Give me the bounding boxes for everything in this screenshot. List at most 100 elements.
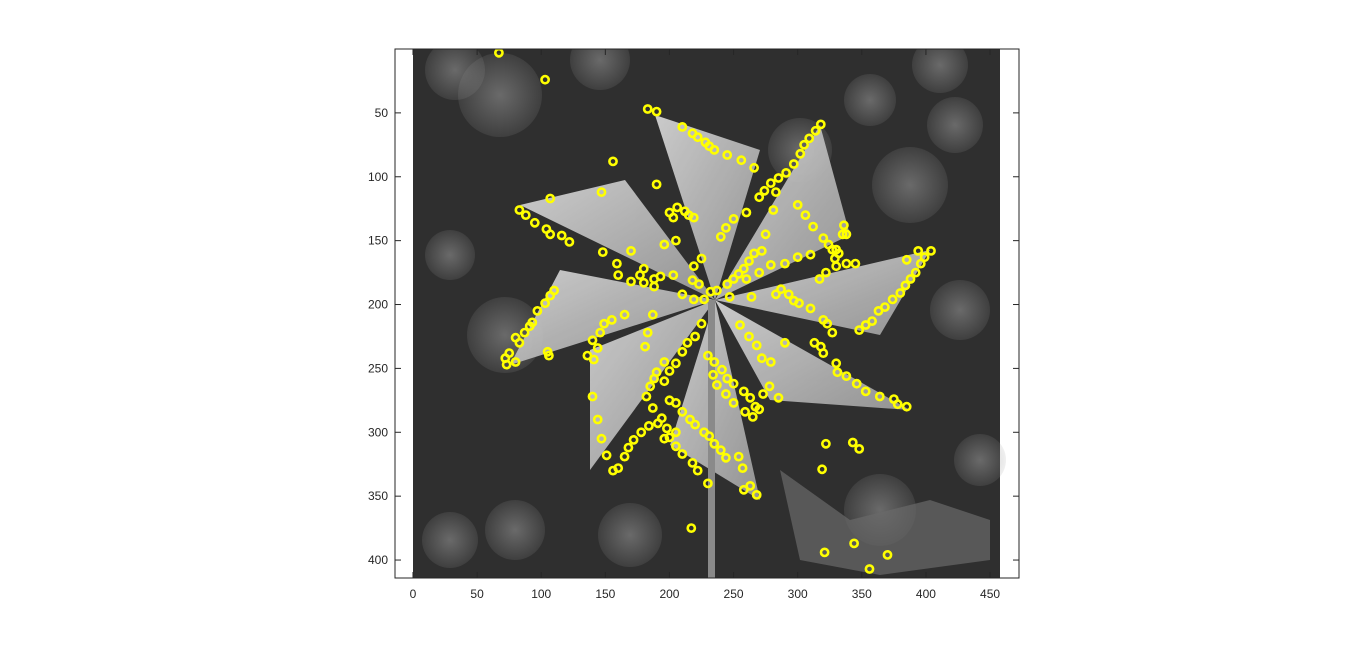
keypoint-marker (851, 378, 862, 389)
keypoint-marker (804, 133, 815, 144)
keypoint-marker (754, 192, 765, 203)
keypoint-marker (795, 148, 806, 159)
keypoint-marker (626, 276, 636, 287)
keypoint-marker (715, 231, 726, 242)
keypoint-marker (733, 268, 744, 279)
keypoint-marker (810, 125, 821, 136)
keypoint-marker (788, 159, 799, 169)
keypoint-marker (608, 156, 618, 167)
keypoint-marker (659, 239, 670, 250)
keypoint-marker (773, 173, 784, 183)
keypoint-marker (794, 298, 804, 309)
keypoint-marker (599, 318, 609, 329)
keypoint-marker (721, 222, 731, 233)
keypoint-marker (764, 381, 775, 392)
keypoint-marker (709, 144, 720, 155)
keypoint-marker (682, 337, 693, 348)
keypoint-marker (847, 437, 858, 448)
keypoint-marker (532, 305, 543, 316)
keypoint-marker (895, 288, 906, 298)
keypoint-marker (664, 366, 675, 376)
keypoint-marker (832, 367, 843, 378)
keypoint-marker (754, 267, 765, 278)
keypoint-marker (818, 348, 829, 358)
y-tick-label: 400 (368, 553, 388, 567)
keypoint-marker (756, 353, 767, 364)
keypoint-marker (592, 414, 603, 425)
keypoint-marker (849, 538, 859, 549)
keypoint-marker (613, 463, 624, 473)
keypoint-marker (892, 399, 903, 410)
keypoint-marker (818, 233, 829, 243)
keypoint-marker (771, 187, 781, 197)
keypoint-marker (759, 185, 770, 196)
keypoint-marker (649, 373, 659, 384)
keypoint-marker (822, 318, 833, 329)
y-axis: 50 100 150 200 250 300 350 400 (368, 106, 1019, 567)
keypoint-marker (688, 212, 699, 223)
keypoint-marker (831, 358, 842, 369)
keypoint-marker (699, 294, 709, 305)
keypoint-marker (854, 325, 865, 335)
keypoint-marker (738, 484, 749, 495)
keypoint-marker (747, 411, 758, 422)
keypoint-marker (662, 423, 672, 434)
keypoint-marker (821, 267, 831, 278)
keypoint-marker (819, 547, 830, 558)
keypoint-marker (677, 346, 688, 357)
keypoint-marker (874, 391, 885, 402)
x-tick-label: 450 (980, 587, 1000, 601)
keypoint-marker (771, 289, 781, 300)
keypoint-marker (601, 450, 612, 461)
keypoint-marker (768, 205, 779, 215)
keypoint-marker (649, 281, 659, 292)
keypoint-marker (760, 229, 771, 240)
keypoint-marker (749, 248, 759, 259)
keypoint-marker (738, 386, 749, 397)
keypoint-marker (741, 274, 752, 284)
keypoint-marker (749, 162, 759, 173)
keypoint-marker (514, 337, 525, 348)
keypoint-marker (717, 364, 727, 375)
keypoint-marker (545, 290, 556, 301)
keypoint-marker (644, 420, 654, 431)
keypoint-marker (671, 397, 681, 408)
keypoint-marker (672, 202, 683, 213)
keypoint-marker (688, 294, 699, 305)
y-tick-label: 50 (375, 106, 389, 120)
keypoint-marker (653, 418, 663, 429)
keypoint-marker (744, 256, 754, 266)
keypoint-marker (544, 350, 554, 361)
keypoint-marker (722, 150, 733, 160)
keypoint-marker (873, 305, 884, 316)
keypoint-marker (606, 314, 617, 325)
keypoint-marker (696, 318, 707, 329)
keypoint-marker (595, 327, 606, 338)
keypoint-marker (690, 419, 700, 430)
keypoint-marker (520, 210, 531, 220)
keypoint-marker (758, 389, 768, 399)
keypoint-marker (664, 432, 675, 443)
keypoint-marker (671, 358, 681, 369)
keypoint-marker (850, 258, 861, 269)
x-tick-label: 200 (659, 587, 679, 601)
keypoint-marker (524, 321, 535, 332)
keypoint-marker (715, 445, 726, 456)
keypoint-marker (780, 337, 790, 348)
keypoint-marker (540, 298, 550, 309)
y-tick-label: 250 (368, 361, 388, 375)
keypoint-marker (841, 229, 852, 240)
keypoint-marker (712, 380, 722, 390)
keypoint-marker (613, 270, 624, 280)
keypoint-marker (619, 451, 630, 462)
keypoint-marker (799, 139, 809, 150)
keypoint-marker (696, 253, 707, 264)
keypoint-marker (659, 357, 670, 367)
keypoint-marker (839, 220, 849, 231)
y-tick-label: 350 (368, 489, 388, 503)
keypoint-marker (668, 270, 679, 280)
keypoint-marker (688, 261, 699, 272)
keypoint-marker (815, 119, 826, 130)
keypoint-marker (645, 381, 656, 392)
x-tick-label: 150 (595, 587, 615, 601)
